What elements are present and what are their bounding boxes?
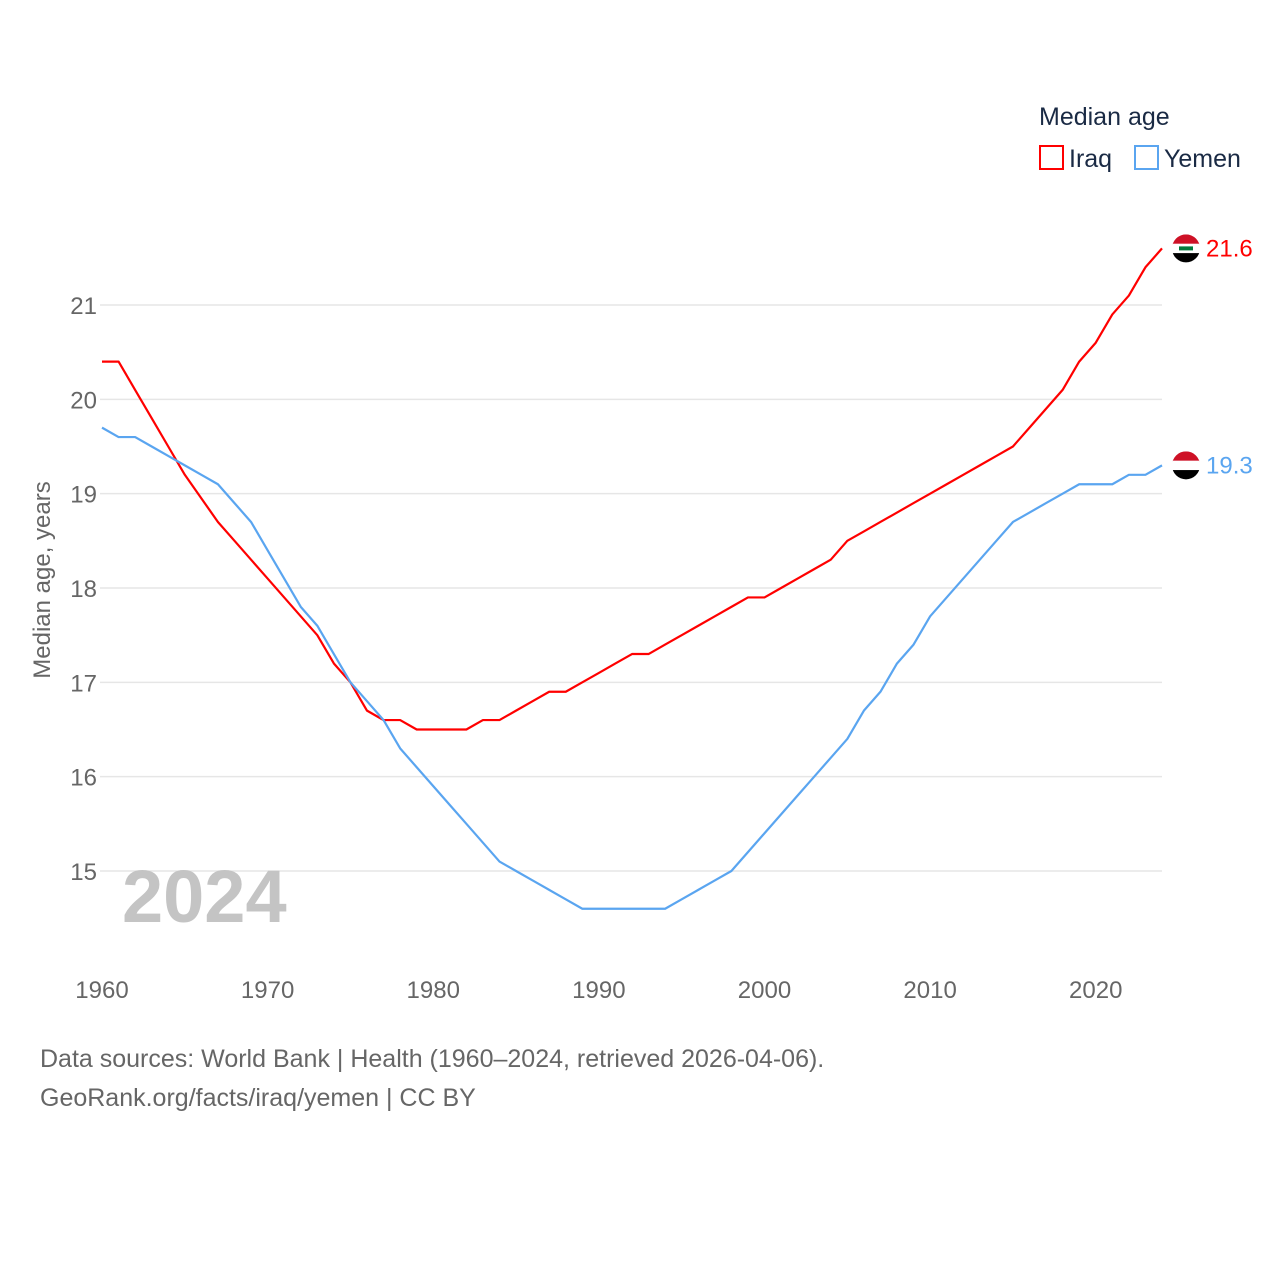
legend-title: Median age [1039, 103, 1170, 131]
series-line-iraq [102, 247, 1163, 731]
y-tick-label: 15 [70, 859, 97, 886]
end-value-label: 19.3 [1206, 452, 1253, 479]
legend-label: Yemen [1164, 145, 1241, 173]
x-tick-label: 1980 [407, 977, 460, 1004]
series-line-yemen [101, 426, 1163, 910]
end-value-label: 21.6 [1206, 235, 1253, 262]
attribution-link[interactable]: GeoRank.org/facts/iraq/yemen | CC BY [40, 1084, 476, 1112]
x-tick-label: 1970 [241, 977, 294, 1004]
legend-item-yemen[interactable]: Yemen [1134, 145, 1241, 173]
line-chart: 15 16 17 18 19 20 21 1960 1970 1980 1990 2000 2010 2… [29, 103, 1253, 1004]
y-axis-ticks: 15 16 17 18 19 20 21 [70, 293, 97, 886]
y-tick-label: 18 [70, 576, 97, 603]
legend-item-iraq[interactable]: Iraq [1039, 145, 1112, 173]
x-axis-ticks: 1960 1970 1980 1990 2000 2010 2020 [75, 977, 1122, 1004]
data-source-text: Data sources: World Bank | Health (1960–… [40, 1045, 825, 1073]
y-tick-label: 17 [70, 670, 97, 697]
x-tick-label: 1960 [75, 977, 128, 1004]
x-tick-label: 2000 [738, 977, 791, 1004]
x-tick-label: 1990 [572, 977, 625, 1004]
grid-lines [100, 304, 1162, 872]
flag-yemen-icon [1172, 451, 1200, 480]
x-tick-label: 2010 [903, 977, 956, 1004]
series-end-labels: 21.6 19.3 [1172, 234, 1253, 480]
y-tick-label: 21 [70, 293, 97, 320]
y-tick-label: 19 [70, 482, 97, 509]
y-tick-label: 16 [70, 765, 97, 792]
series-lines [101, 247, 1163, 910]
y-tick-label: 20 [70, 387, 97, 414]
legend: Iraq Yemen [1039, 145, 1241, 173]
flag-iraq-icon [1172, 234, 1200, 263]
legend-swatch [1134, 145, 1159, 170]
legend-label: Iraq [1069, 145, 1112, 173]
legend-swatch [1039, 145, 1064, 170]
year-watermark: 2024 [122, 855, 287, 938]
x-tick-label: 2020 [1069, 977, 1122, 1004]
y-axis-label: Median age, years [29, 481, 56, 678]
